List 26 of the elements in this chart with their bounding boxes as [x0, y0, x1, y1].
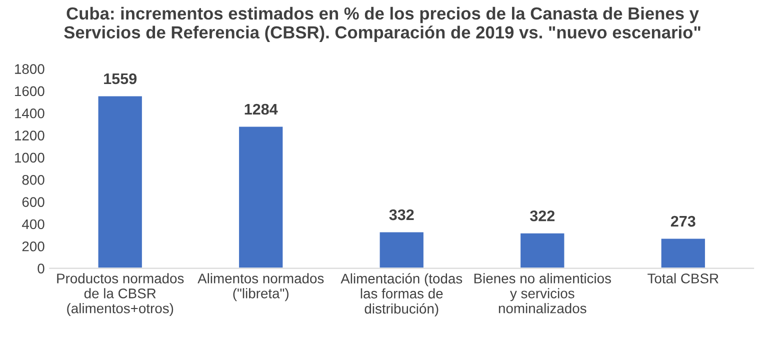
bar: [96, 94, 144, 268]
bar: [660, 237, 706, 268]
x-tick-label: Alimentación (todas las formas de distribución): [340, 273, 462, 316]
y-tick-label: 1800: [15, 64, 44, 74]
data-label: 322: [530, 210, 555, 222]
bar: [238, 125, 284, 268]
data-label: 1559: [104, 73, 137, 84]
y-tick-label: 1200: [15, 130, 44, 140]
bar: [519, 232, 566, 268]
y-tick-label: 800: [22, 174, 44, 185]
y-tick-label: 0: [38, 264, 44, 274]
bar: [378, 230, 425, 268]
x-tick-label: Alimentos normados ("libreta"): [198, 273, 324, 302]
chart-title: Cuba: incrementos estimados en % de los precios de la Canasta de Bienes y Servicios de Referencia (CBSR). Comparación de 2019 vs. "nuevo escenario": [64, 6, 700, 42]
x-tick-label: Total CBSR: [648, 273, 718, 284]
x-tick-label: Productos normados de la CBSR (alimentos+otros): [57, 273, 184, 316]
data-label: 332: [389, 209, 414, 220]
y-tick-label: 1600: [15, 86, 44, 96]
y-tick-label: 400: [22, 219, 44, 230]
data-label: 273: [670, 216, 696, 227]
x-tick-label: Bienes no alimenticios y servicios nominalizados: [474, 273, 611, 314]
data-label: 1284: [244, 104, 278, 115]
y-tick-label: 200: [22, 241, 44, 252]
y-tick-label: 1000: [15, 152, 44, 163]
y-tick-label: 600: [22, 197, 44, 207]
y-tick-label: 1400: [15, 108, 44, 118]
